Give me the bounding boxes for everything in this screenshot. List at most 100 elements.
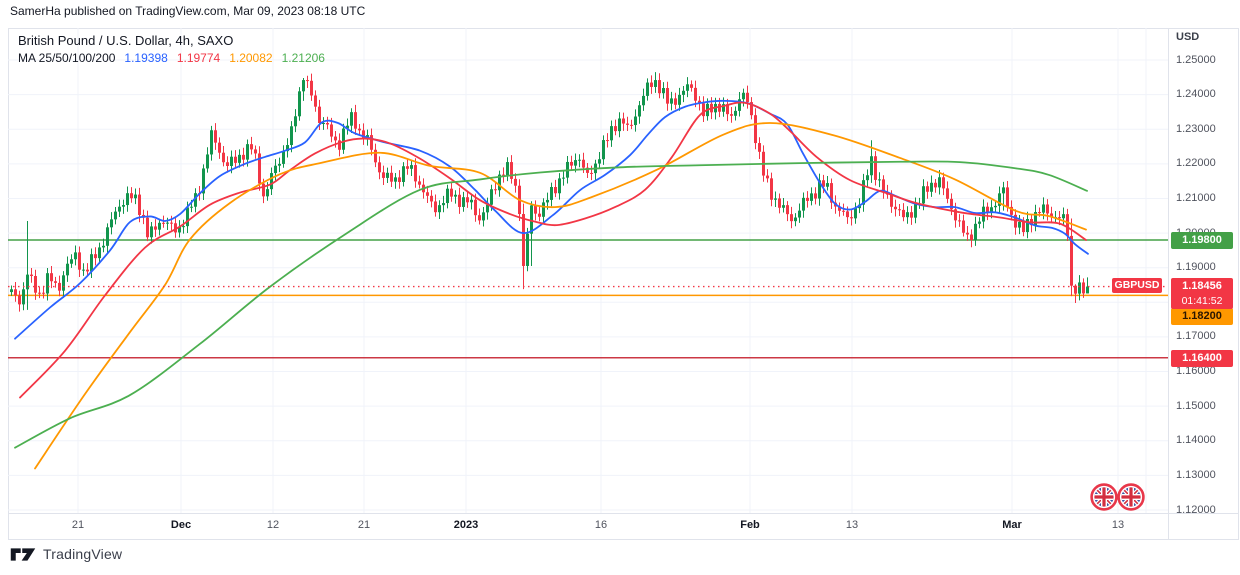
time-axis-label: 2023	[453, 519, 479, 531]
candle-body	[806, 197, 809, 201]
candle-body	[1006, 187, 1009, 207]
bar-countdown: 01:41:52	[1181, 294, 1223, 307]
candle-body	[1078, 282, 1081, 294]
candle-body	[674, 98, 677, 105]
chart-plot-area[interactable]	[8, 28, 1168, 513]
candle-body	[610, 126, 613, 141]
candle-body	[894, 206, 897, 210]
price-axis-label: 1.12000	[1176, 503, 1216, 516]
candle-body	[122, 205, 125, 207]
price-axis-separator	[1168, 28, 1169, 540]
candle-body	[466, 197, 469, 203]
candle-body	[454, 194, 457, 197]
candle-body	[562, 177, 565, 179]
candle-body	[522, 214, 525, 266]
candle-body	[586, 167, 589, 173]
candle-body	[646, 82, 649, 96]
last-price-value: 1.18456	[1182, 279, 1222, 292]
candle-body	[870, 156, 873, 176]
candle-body	[90, 254, 93, 272]
candle-body	[406, 166, 409, 169]
candle-body	[450, 188, 453, 197]
candle-body	[230, 156, 233, 167]
candle-body	[218, 142, 221, 153]
candle-body	[1050, 213, 1053, 218]
price-axis-label: 1.16000	[1176, 365, 1216, 378]
candle-body	[910, 212, 913, 218]
candle-body	[1026, 218, 1029, 233]
time-axis-label: 21	[71, 519, 85, 531]
candle-body	[914, 204, 917, 218]
candle-body	[162, 222, 165, 224]
candle-body	[726, 104, 729, 115]
time-axis-label: Mar	[1002, 519, 1022, 531]
candle-body	[22, 289, 25, 305]
candle-body	[210, 130, 213, 155]
symbol-title[interactable]: British Pound / U.S. Dollar, 4h, SAXO	[18, 33, 234, 48]
candle-body	[30, 274, 33, 276]
candle-body	[722, 104, 725, 112]
candle-body	[402, 166, 405, 182]
ma-line-ma25	[14, 99, 1089, 340]
candle-body	[538, 213, 541, 217]
ma-indicator-legend[interactable]: MA 25/50/100/200 1.19398 1.19774 1.20082 1.2…	[18, 50, 325, 67]
price-axis-label: 1.14000	[1176, 434, 1216, 447]
tradingview-footer[interactable]: TradingView	[10, 546, 122, 562]
candle-body	[202, 168, 205, 194]
candle-body	[186, 207, 189, 227]
time-axis-label: 12	[266, 519, 280, 531]
candle-body	[1058, 217, 1061, 219]
candle-body	[398, 177, 401, 182]
candle-body	[350, 112, 353, 126]
candle-body	[622, 118, 625, 124]
candle-body	[730, 114, 733, 116]
candle-body	[306, 80, 309, 82]
candle-body	[926, 186, 929, 192]
candle-body	[854, 208, 857, 219]
candle-body	[394, 177, 397, 182]
candle-body	[1014, 214, 1017, 228]
candle-body	[146, 217, 149, 238]
candle-body	[570, 161, 573, 166]
candle-body	[930, 182, 933, 192]
candle-body	[838, 206, 841, 211]
candle-body	[902, 209, 905, 218]
candle-body	[718, 103, 721, 112]
time-axis-label: 21	[357, 519, 371, 531]
candle-body	[426, 192, 429, 196]
candle-body	[830, 183, 833, 203]
candle-body	[990, 207, 993, 213]
candle-body	[234, 156, 237, 163]
ma-value: 1.19398	[124, 51, 168, 65]
candle-body	[654, 80, 657, 87]
candle-body	[106, 227, 109, 246]
candle-body	[790, 214, 793, 222]
uk-flag-icon	[1117, 483, 1145, 511]
candle-body	[814, 193, 817, 199]
candle-body	[670, 98, 673, 104]
candle-body	[778, 198, 781, 208]
candle-body	[26, 274, 29, 290]
price-axis-label: 1.25000	[1176, 53, 1216, 66]
candle-body	[738, 99, 741, 111]
price-axis-label: 1.21000	[1176, 191, 1216, 204]
candle-body	[758, 143, 761, 152]
candle-body	[94, 254, 97, 259]
candle-body	[786, 205, 789, 215]
candle-body	[34, 275, 37, 293]
time-axis-separator	[8, 513, 1239, 514]
candle-body	[254, 149, 257, 154]
candle-body	[378, 162, 381, 173]
candle-body	[510, 162, 513, 179]
time-axis-label: 13	[1111, 519, 1125, 531]
candle-body	[1010, 206, 1013, 215]
candle-body	[666, 88, 669, 104]
candle-body	[906, 212, 909, 218]
candle-body	[134, 194, 137, 199]
candle-body	[390, 172, 393, 182]
ma-line-ma50	[19, 101, 1087, 399]
ma-value: 1.21206	[281, 51, 325, 65]
candle-body	[614, 126, 617, 132]
candle-body	[846, 211, 849, 218]
candle-body	[678, 94, 681, 105]
